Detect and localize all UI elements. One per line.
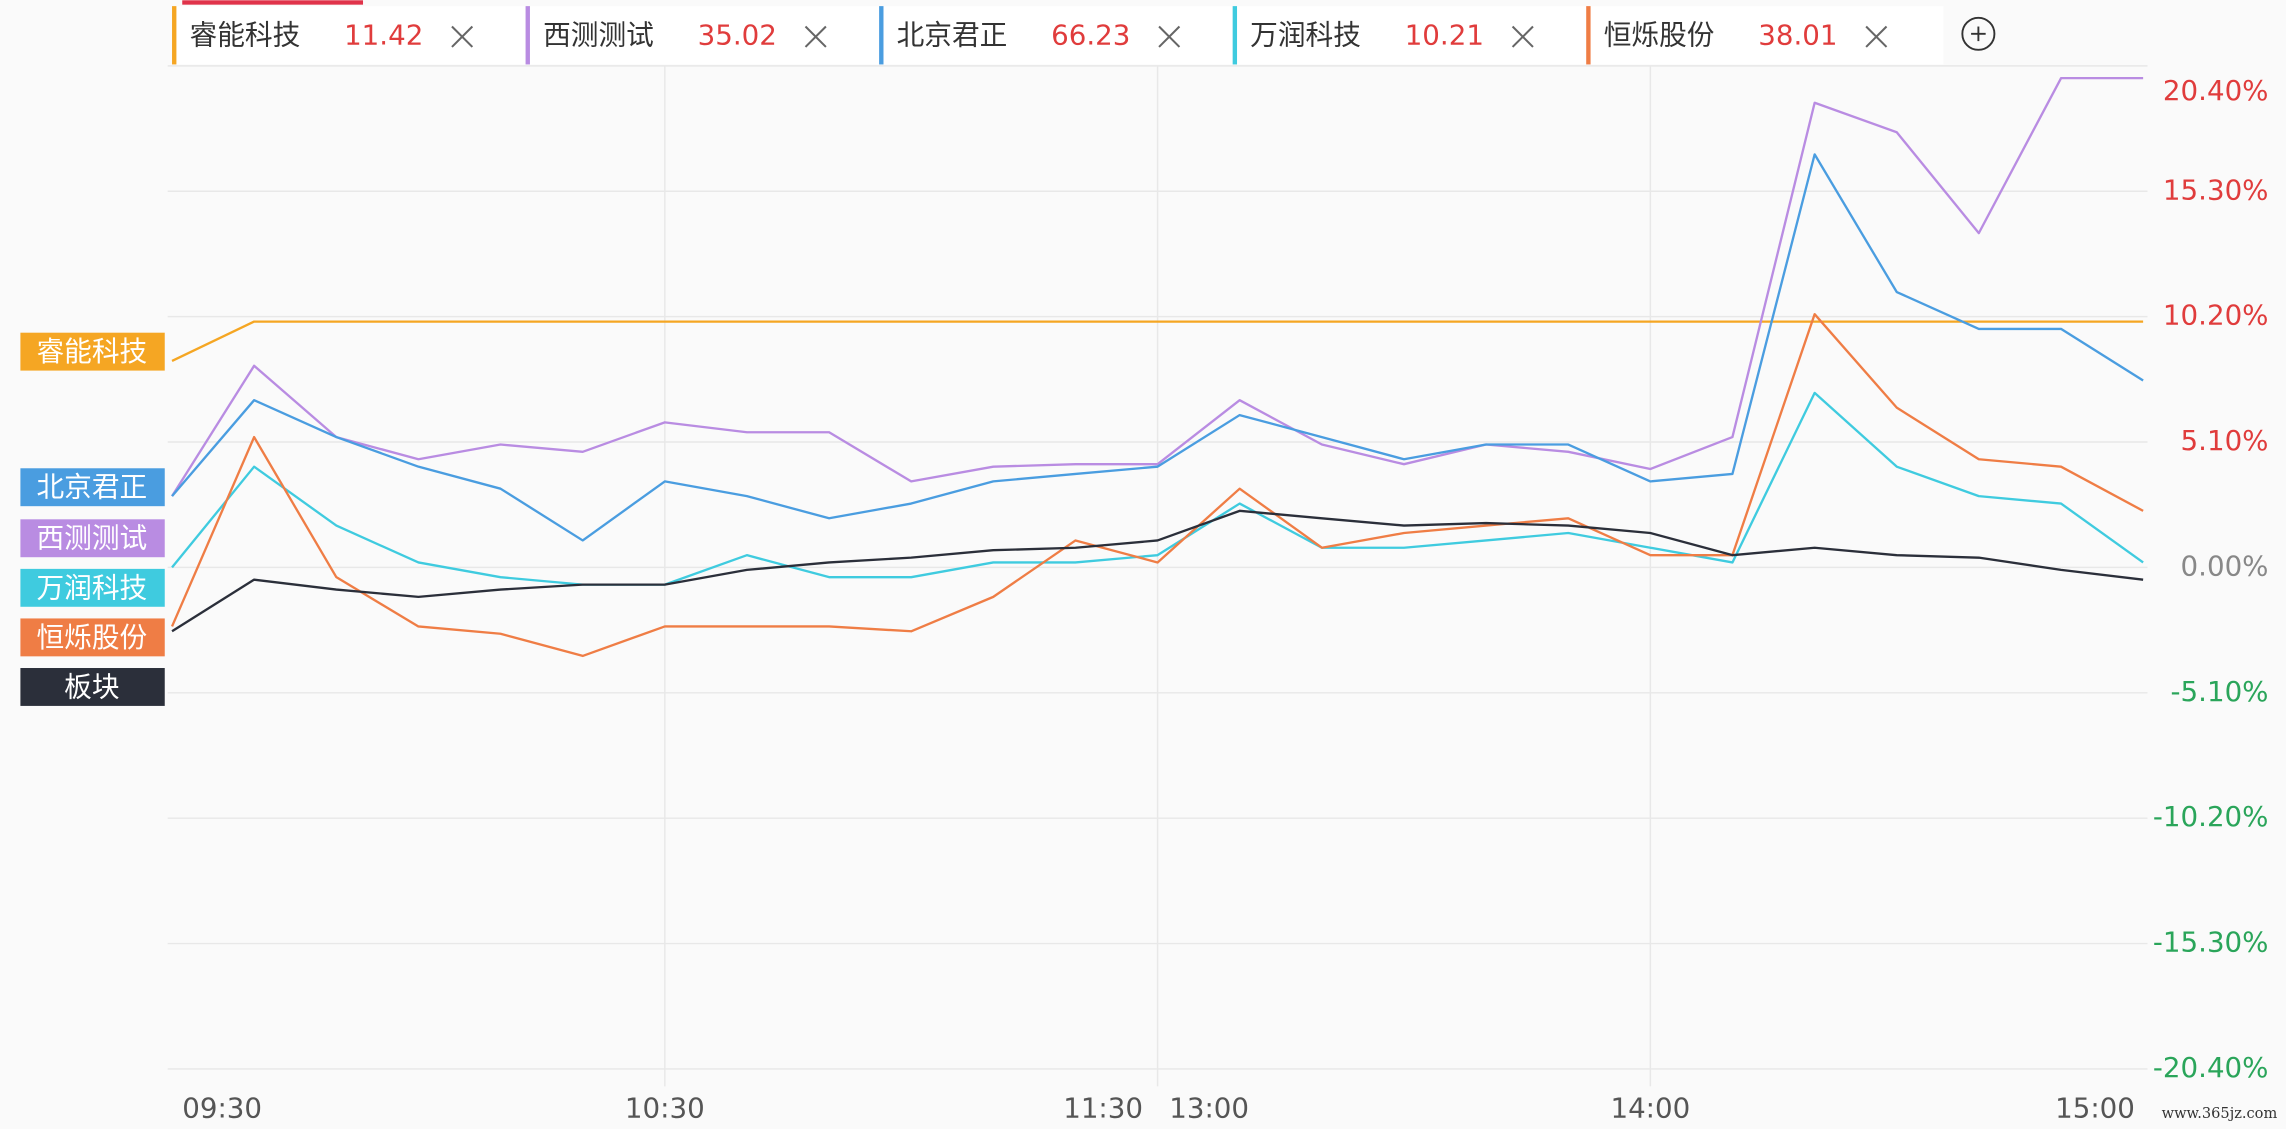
add-button[interactable]	[1961, 16, 1996, 51]
active-indicator	[182, 0, 364, 5]
x-tick-label: 14:00	[1610, 1092, 1690, 1125]
tab-name: 万润科技	[1250, 19, 1361, 52]
watermark: www.365jz.com	[2162, 1105, 2278, 1122]
close-icon[interactable]	[1865, 25, 1888, 48]
lines	[170, 76, 2144, 658]
close-icon[interactable]	[804, 25, 827, 48]
series-line	[171, 391, 2144, 586]
tag-bg	[20, 618, 165, 657]
add-circle[interactable]	[1961, 16, 1996, 51]
y-tick-label: -5.10%	[2171, 675, 2269, 708]
tag-bg	[20, 668, 165, 706]
tab[interactable]: 西测测试 35.02	[525, 6, 883, 65]
close-icon[interactable]	[1511, 25, 1534, 48]
tab-name: 睿能科技	[190, 19, 301, 52]
close-icon[interactable]	[451, 25, 474, 48]
tag-label: 恒烁股份	[36, 621, 147, 654]
series-line	[171, 320, 2144, 363]
tab-color	[525, 6, 530, 65]
tab-price: 11.42	[344, 19, 423, 52]
tab[interactable]: 北京君正 66.23	[879, 6, 1237, 65]
tab-price: 35.02	[698, 19, 777, 52]
tab[interactable]: 睿能科技 11.42	[172, 6, 530, 65]
y-tick-label: -15.30%	[2153, 926, 2269, 959]
tab-price: 66.23	[1051, 19, 1130, 52]
tag-bg	[20, 468, 165, 507]
tab-bg[interactable]	[1232, 6, 1590, 65]
x-tick-label: 10:30	[625, 1092, 705, 1125]
y-tick-label: 10.20%	[2163, 299, 2269, 332]
tag-label: 北京君正	[36, 471, 147, 504]
y-tick-label: 5.10%	[2181, 424, 2269, 457]
series-line	[170, 313, 2144, 658]
tab-color	[1586, 6, 1591, 65]
y-tick-label: 15.30%	[2163, 173, 2269, 206]
tab-color	[1232, 6, 1238, 65]
tab-name: 恒烁股份	[1604, 19, 1715, 52]
tab-name: 西测测试	[543, 19, 654, 52]
tag-label: 西测测试	[36, 522, 147, 555]
series-line	[171, 153, 2144, 542]
tab[interactable]: 万润科技 10.21	[1232, 6, 1590, 65]
tab-bg[interactable]	[1586, 6, 1944, 65]
tag-bg	[20, 332, 165, 371]
tag-bg	[20, 568, 165, 607]
x-tick-label: 11:30	[1063, 1092, 1143, 1125]
series-line	[171, 76, 2144, 497]
y-tick-label: 0.00%	[2181, 549, 2269, 582]
tab-name: 北京君正	[897, 19, 1008, 52]
y-tick-label: -10.20%	[2153, 800, 2269, 833]
tab-color	[879, 6, 884, 65]
y-tick-label: 20.40%	[2163, 74, 2269, 107]
tab-price: 38.01	[1758, 19, 1837, 52]
x-tick-label: 13:00	[1169, 1092, 1249, 1125]
tabs: 睿能科技 11.42 西测测试 35.02 北京君正 66.23 万润科技 10.21 恒烁股份…	[172, 6, 1944, 65]
tab-price: 10.21	[1405, 19, 1484, 52]
x-tick-label: 09:30	[182, 1092, 262, 1125]
tab-bg[interactable]	[525, 6, 883, 65]
tab-bg[interactable]	[879, 6, 1237, 65]
y-tick-label: -20.40%	[2153, 1051, 2269, 1084]
tab-bg[interactable]	[172, 6, 530, 65]
tab-color	[172, 6, 177, 65]
tag-label: 板块	[64, 670, 119, 703]
close-icon[interactable]	[1158, 25, 1181, 48]
tab[interactable]: 恒烁股份 38.01	[1586, 6, 1944, 65]
tag-label: 睿能科技	[36, 335, 147, 368]
x-tick-label: 15:00	[2055, 1092, 2135, 1125]
tag-bg	[20, 519, 165, 558]
tag-label: 万润科技	[36, 571, 147, 604]
series-line	[171, 509, 2144, 633]
grid: 20.40% 15.30% 10.20% 5.10% 0.00% -5.10% -10.20…	[167, 65, 2269, 1125]
